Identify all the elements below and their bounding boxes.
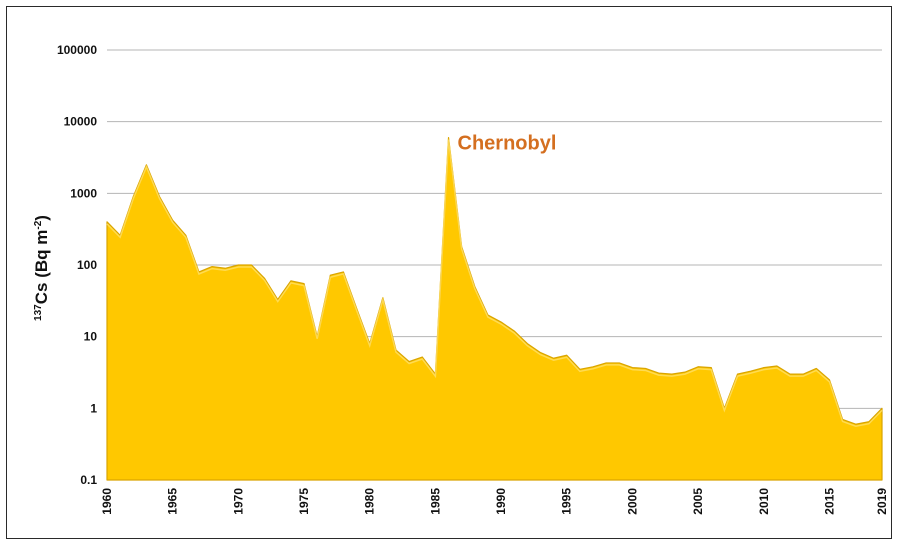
y-label-main: Cs (Bq m [32,230,51,305]
y-axis-ticks: 0.1 1 10 100 1000 10000 100000 [57,43,97,487]
y-tick-label: 1 [90,401,97,415]
x-tick-label: 1965 [166,488,180,515]
y-tick-label: 0.1 [80,473,97,487]
x-tick-label: 2010 [757,488,771,515]
y-tick-label: 10000 [64,115,98,129]
x-tick-label: 1980 [363,488,377,515]
y-tick-label: 100 [77,258,97,272]
x-tick-label: 2005 [691,488,705,515]
data-area [106,136,883,481]
y-tick-label: 10 [84,330,98,344]
series-highlight-137cs [106,139,883,428]
x-tick-label: 1985 [428,488,442,515]
y-label-isotope-number: 137 [33,304,44,321]
y-tick-label: 1000 [70,186,97,200]
y-tick-label: 100000 [57,43,97,57]
x-tick-label: 2000 [625,488,639,515]
x-tick-label: 1990 [494,488,508,515]
y-axis-label: 137Cs (Bq m-2) [32,215,51,321]
x-tick-label: 2015 [822,488,836,515]
chernobyl-annotation: Chernobyl [458,133,557,155]
y-label-close: ) [32,215,51,221]
x-tick-label: 1970 [231,488,245,515]
y-label-superscript: -2 [33,220,44,229]
x-tick-label: 1995 [560,488,574,515]
x-tick-label: 1960 [100,488,114,515]
x-tick-label: 1975 [297,488,311,515]
x-axis-ticks: 1960 1965 1970 1975 1980 1985 1990 1995 2000 2005… [100,488,889,515]
x-tick-label: 2019 [875,488,889,515]
series-area-137cs [106,136,883,481]
